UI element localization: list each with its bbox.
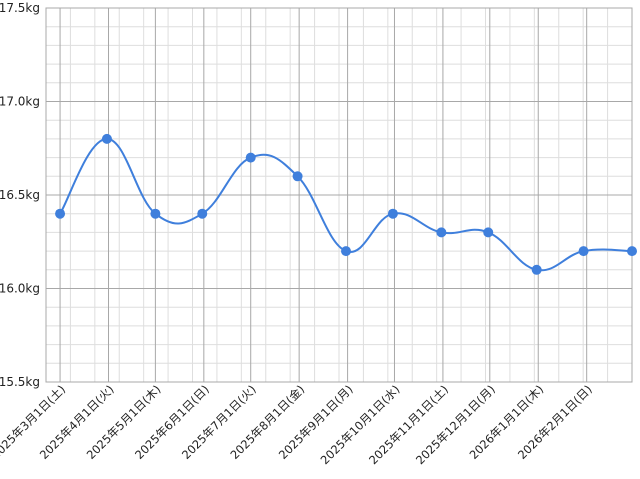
x-tick-label: 2025年10月1日(水)	[318, 382, 403, 467]
data-point	[627, 246, 637, 257]
y-tick-label: 17.5kg	[0, 1, 40, 15]
data-point	[531, 264, 542, 275]
data-point	[387, 208, 398, 219]
series-layer	[55, 133, 637, 275]
grid	[45, 7, 633, 383]
plot-border	[45, 7, 633, 383]
x-tick-label: 2025年12月1日(月)	[413, 382, 498, 467]
data-point	[245, 152, 256, 163]
y-tick-label: 15.5kg	[0, 375, 40, 389]
data-point	[197, 208, 208, 219]
data-point	[101, 133, 112, 144]
data-point	[578, 246, 589, 257]
data-point	[341, 246, 352, 257]
data-point	[292, 171, 303, 182]
y-tick-label: 17.0kg	[0, 95, 40, 109]
axis-labels: 15.5kg16.0kg16.5kg17.0kg17.5kg2025年3月1日(…	[0, 1, 595, 467]
y-tick-label: 16.5kg	[0, 188, 40, 202]
data-point	[483, 227, 494, 238]
data-point	[150, 208, 161, 219]
data-point	[436, 227, 447, 238]
y-tick-label: 16.0kg	[0, 282, 40, 296]
data-point	[55, 208, 66, 219]
series-line	[59, 137, 633, 272]
